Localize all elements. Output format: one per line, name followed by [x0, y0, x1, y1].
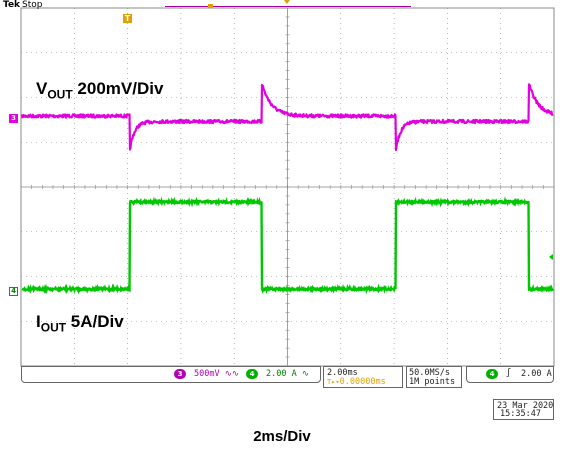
horizontal-readout-box[interactable] — [323, 366, 403, 388]
iout-scale-label: IOUT 5A/Div — [36, 312, 124, 334]
ch4-coupling: ∿ — [301, 369, 309, 379]
acquisition-readout-box[interactable] — [406, 366, 462, 388]
ch4-ground-label: 4 — [11, 287, 16, 295]
ch4-badge: 4 — [246, 369, 258, 379]
ch4-scale-value: 2.00 A — [266, 369, 297, 379]
ch3-badge-label: 3 — [177, 370, 183, 378]
record-length: 1M points — [409, 377, 456, 387]
time-axis-label: 2ms/Div — [253, 428, 311, 445]
iout-rest: 5A/Div — [66, 312, 124, 331]
timestamp-time: 15:35:47 — [500, 409, 541, 419]
timestamp-date: 23 Mar 2020 — [497, 401, 554, 411]
ch4-ground-marker: 4 — [9, 287, 18, 296]
ch3-ground-label: 3 — [11, 114, 16, 122]
vout-scale-label: VOUT 200mV/Div — [36, 79, 163, 101]
trigger-source-label: 4 — [489, 370, 495, 378]
trigger-top-arrow — [284, 0, 290, 4]
vout-main: V — [36, 79, 48, 98]
trigger-slope-icon: ʃ — [506, 368, 512, 378]
acq-state-label: Stop — [22, 0, 43, 10]
trigger-t-icon: T — [123, 14, 132, 23]
iout-main: I — [36, 312, 41, 331]
sample-rate: 50.0MS/s — [409, 368, 450, 378]
ch4-badge-label: 4 — [249, 370, 255, 378]
iout-sub: OUT — [40, 320, 67, 335]
ch3-coupling: ∿∿ — [224, 369, 239, 379]
vout-sub: OUT — [47, 87, 73, 102]
ch4-scale: 2.00 A ∿ — [266, 369, 309, 379]
time-per-div: 2.00ms — [327, 368, 358, 378]
timestamp-box: 23 Mar 2020 15:35:47 — [493, 399, 554, 420]
trigger-level-marker — [549, 254, 553, 260]
vout-rest: 200mV/Div — [72, 79, 164, 98]
trigger-position-marker — [208, 4, 213, 8]
trigger-source-badge: 4 — [486, 369, 498, 379]
delay-icon: T▸▾ — [327, 378, 340, 386]
vout-trace — [20, 83, 554, 152]
ch3-scale-value: 500mV — [194, 369, 220, 379]
traces — [20, 83, 555, 295]
horizontal-delay: T▸▾0.00000ms — [327, 377, 386, 387]
horizontal-position-bar — [165, 6, 411, 7]
trigger-level: 2.00 A — [521, 369, 552, 379]
delay-value: 0.00000ms — [339, 377, 386, 387]
brand-label: Tek — [3, 0, 21, 10]
ch3-ground-marker: 3 — [9, 114, 18, 123]
trigger-t-label: T — [124, 14, 131, 23]
scope-header: Tek Stop — [3, 0, 43, 10]
ch3-badge: 3 — [174, 369, 186, 379]
ch3-scale: 500mV ∿∿ — [194, 369, 239, 379]
iout-trace — [21, 196, 555, 295]
